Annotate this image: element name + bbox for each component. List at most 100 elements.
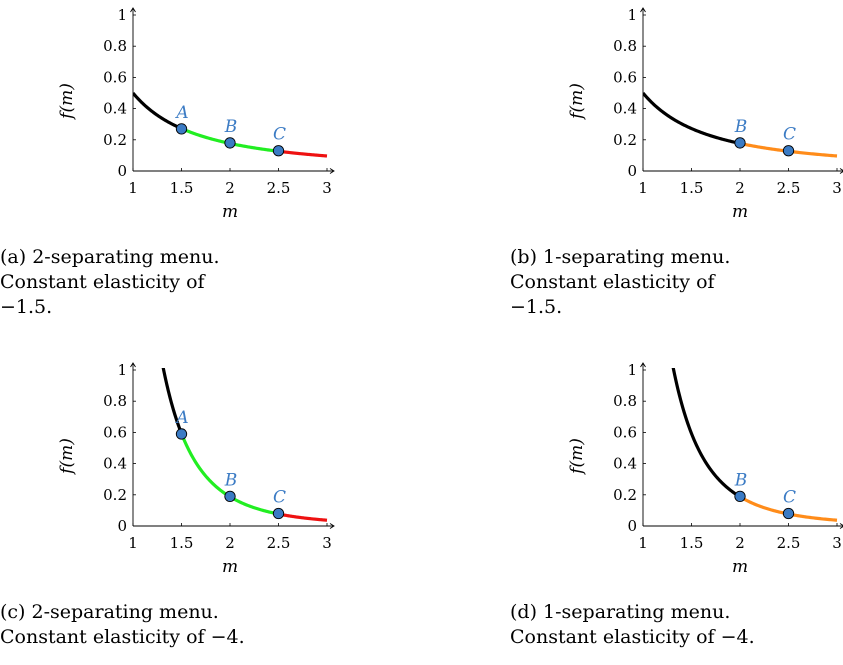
chart-c-plot: 1 1.5 2 2.5 3 0 0.2 0.4 0.6 0.8 1 m f(m) A B C <box>57 361 335 577</box>
y-axis-label-b: f(m) <box>567 83 587 121</box>
x-tick-label-b-0: 1 <box>638 179 648 197</box>
chart-panel-b: 1 1.5 2 2.5 3 0 0.2 0.4 0.6 0.8 1 m f(m) B C (b) 1-sep… <box>510 0 843 318</box>
caption-b: (b) 1-separating menu. Constant elastici… <box>510 245 730 320</box>
x-tick-label-a-3: 2.5 <box>267 179 291 197</box>
chart-b-plot: 1 1.5 2 2.5 3 0 0.2 0.4 0.6 0.8 1 m f(m) B C <box>567 6 843 222</box>
caption-a-line-1: (a) 2-separating menu. <box>0 246 220 268</box>
y-axis-arrow-d <box>640 362 646 368</box>
curve-segment-b-1 <box>643 91 741 145</box>
chart-a-plot: 1 1.5 2 2.5 3 0 0.2 0.4 0.6 0.8 1 m f(m) A B C <box>57 6 335 222</box>
x-tick-label-d-3: 2.5 <box>777 534 801 552</box>
x-axis-arrow-c <box>329 523 335 529</box>
x-tick-label-a-0: 1 <box>128 179 138 197</box>
y-tick-label-b-3: 0.6 <box>613 68 637 86</box>
point-label-d-C: C <box>783 488 796 508</box>
point-d-B <box>734 490 746 503</box>
point-label-c-A: A <box>174 408 188 428</box>
curve-segment-a-3 <box>277 149 328 158</box>
y-tick-label-b-2: 0.4 <box>613 100 637 118</box>
point-label-c-B: B <box>224 470 238 490</box>
y-tick-label-c-2: 0.4 <box>103 455 127 473</box>
y-tick-label-d-3: 0.6 <box>613 423 637 441</box>
y-axis-label-d: f(m) <box>567 438 587 476</box>
caption-c-line-2: Constant elasticity of −4. <box>0 626 245 648</box>
y-tick-label-c-3: 0.6 <box>103 423 127 441</box>
y-tick-label-d-0: 0 <box>627 517 637 535</box>
y-axis-label-c: f(m) <box>57 438 77 476</box>
point-a-C <box>272 145 285 157</box>
y-axis-arrow-c <box>130 362 136 368</box>
point-label-b-C: C <box>783 125 796 145</box>
point-b-C <box>782 145 795 157</box>
y-tick-label-b-5: 1 <box>627 6 637 24</box>
y-axis-label-a: f(m) <box>57 83 77 121</box>
x-tick-label-c-1: 1.5 <box>170 534 194 552</box>
y-tick-label-a-0: 0 <box>117 162 127 180</box>
point-b-B <box>734 137 746 149</box>
point-label-a-A: A <box>174 103 188 123</box>
x-axis-label-d: m <box>732 557 748 577</box>
point-c-B <box>224 490 236 503</box>
x-tick-label-d-0: 1 <box>638 534 648 552</box>
point-label-b-B: B <box>734 117 748 137</box>
caption-a-line-3: −1.5. <box>0 296 53 318</box>
point-c-C <box>272 507 285 520</box>
y-tick-label-b-1: 0.2 <box>613 131 637 149</box>
chart-panel-d: 1 1.5 2 2.5 3 0 0.2 0.4 0.6 0.8 1 m f(m) B C (d) 1-sep… <box>510 355 843 665</box>
curve-segment-a-1 <box>133 91 183 131</box>
y-axis-arrow-a <box>130 7 136 13</box>
x-tick-label-c-0: 1 <box>128 534 138 552</box>
caption-c-line-1: (c) 2-separating menu. <box>0 601 219 623</box>
x-tick-label-d-2: 2 <box>735 534 745 552</box>
y-tick-label-a-3: 0.6 <box>103 68 127 86</box>
x-tick-label-c-4: 3 <box>322 534 332 552</box>
y-tick-label-b-0: 0 <box>627 162 637 180</box>
chart-panel-a: 1 1.5 2 2.5 3 0 0.2 0.4 0.6 0.8 1 m f(m) A B C (a) 2-se… <box>0 0 335 318</box>
x-tick-label-b-2: 2 <box>735 179 745 197</box>
x-axis-label-a: m <box>222 202 238 222</box>
chart-d-plot: 1 1.5 2 2.5 3 0 0.2 0.4 0.6 0.8 1 m f(m) B C <box>567 361 843 577</box>
point-label-a-C: C <box>273 125 286 145</box>
caption-a: (a) 2-separating menu. Constant elastici… <box>0 245 220 320</box>
chart-panel-c: 1 1.5 2 2.5 3 0 0.2 0.4 0.6 0.8 1 m f(m) A B C (c) 2-se… <box>0 355 335 665</box>
y-tick-label-a-5: 1 <box>117 6 127 24</box>
y-tick-label-d-5: 1 <box>627 361 637 379</box>
caption-c: (c) 2-separating menu. Constant elastici… <box>0 600 245 650</box>
x-axis-arrow-d <box>839 523 843 529</box>
curve-segment-d-1 <box>671 368 741 499</box>
y-tick-label-c-1: 0.2 <box>103 486 127 504</box>
point-a-B <box>224 137 236 149</box>
y-tick-label-d-1: 0.2 <box>613 486 637 504</box>
point-c-A <box>175 428 188 440</box>
y-tick-label-d-4: 0.8 <box>613 392 637 410</box>
x-tick-label-d-1: 1.5 <box>680 534 704 552</box>
caption-a-line-2: Constant elasticity of <box>0 271 205 293</box>
x-tick-label-a-4: 3 <box>322 179 332 197</box>
y-tick-label-c-4: 0.8 <box>103 392 127 410</box>
x-axis-label-b: m <box>732 202 748 222</box>
point-d-C <box>782 507 795 520</box>
curve-segment-c-1 <box>161 368 183 435</box>
point-label-d-B: B <box>734 470 748 490</box>
x-tick-label-a-2: 2 <box>225 179 235 197</box>
caption-d: (d) 1-separating menu. Constant elastici… <box>510 600 755 650</box>
y-tick-label-c-0: 0 <box>117 517 127 535</box>
caption-b-line-1: (b) 1-separating menu. <box>510 246 731 268</box>
x-tick-label-c-3: 2.5 <box>267 534 291 552</box>
y-tick-label-c-5: 1 <box>117 361 127 379</box>
caption-d-line-2: Constant elasticity of −4. <box>510 626 755 648</box>
y-tick-label-a-2: 0.4 <box>103 100 127 118</box>
caption-b-line-2: Constant elasticity of <box>510 271 715 293</box>
point-a-A <box>175 123 188 135</box>
x-tick-label-c-2: 2 <box>225 534 235 552</box>
caption-d-line-1: (d) 1-separating menu. <box>510 601 731 623</box>
x-tick-label-d-4: 3 <box>832 534 842 552</box>
y-tick-label-d-2: 0.4 <box>613 455 637 473</box>
y-axis-arrow-b <box>640 7 646 13</box>
y-tick-label-b-4: 0.8 <box>613 37 637 55</box>
point-label-a-B: B <box>224 117 238 137</box>
caption-b-line-3: −1.5. <box>510 296 563 318</box>
y-tick-label-a-1: 0.2 <box>103 131 127 149</box>
x-tick-label-b-4: 3 <box>832 179 842 197</box>
x-axis-arrow-a <box>329 168 335 174</box>
